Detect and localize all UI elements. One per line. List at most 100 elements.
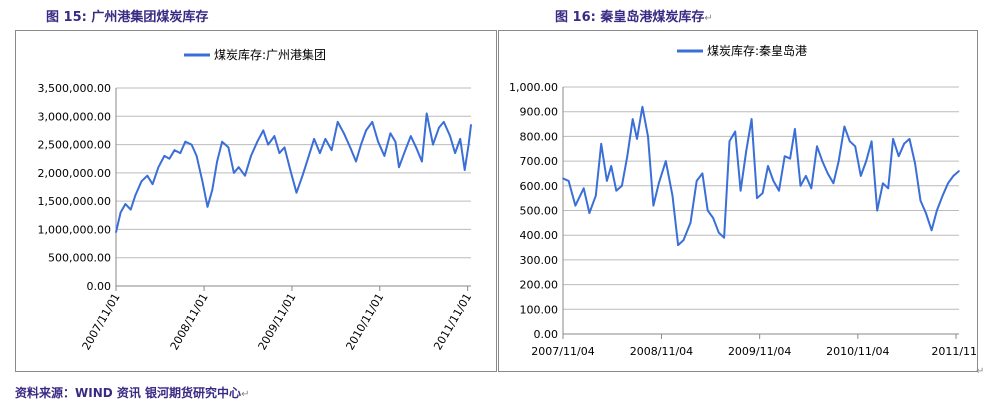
y-tick-label: 400.00 [520,229,559,242]
x-tick-label: 2011/11/01 [431,291,474,352]
data-point [682,239,685,241]
data-point [173,149,176,152]
data-point [278,152,281,154]
data-point [467,143,470,146]
data-point [930,229,933,232]
data-point [652,204,655,207]
data-point [756,197,758,199]
data-point [848,140,851,143]
data-point [606,180,608,182]
data-point [295,191,298,194]
data-point [157,166,160,168]
data-point [794,128,796,130]
data-point [647,135,649,138]
data-point [903,143,905,145]
data-point [140,180,143,183]
data-point [179,152,182,154]
data-point [767,165,769,167]
x-tick-label: 2010/11/01 [343,291,386,352]
data-point [805,175,807,177]
data-point [470,123,472,126]
data-point [876,209,879,212]
data-point [595,194,597,197]
data-point [562,177,564,180]
data-point [712,217,714,219]
x-tick-label: 2011/11/ [931,345,977,358]
data-point [398,166,400,168]
data-point [394,140,397,143]
data-point [826,172,829,175]
y-tick-label: 300.00 [520,254,559,267]
data-point [745,150,748,153]
data-point [415,146,417,149]
data-point [195,155,198,157]
data-point [739,189,742,192]
data-point [463,169,466,171]
data-point [567,180,570,182]
data-point [124,203,127,205]
data-point [454,152,456,154]
data-point [919,199,922,202]
y-tick-label: 0.00 [87,280,112,293]
source-text: 资料来源：WIND 资讯 银河期货研究中心 [15,386,242,400]
figure-15-caption: 图 15: 广州港集团煤炭库存 [46,10,209,25]
data-point [459,138,461,140]
data-point [914,162,916,165]
data-point [206,206,209,208]
data-point [377,140,379,143]
end-mark-icon: ↵ [976,366,985,377]
y-tick-label: 500.00 [520,205,559,218]
y-tick-label: 800.00 [520,130,559,143]
series-line [115,112,472,233]
data-point [626,155,629,157]
data-point [404,149,407,152]
data-point [383,155,386,157]
data-point [211,189,214,191]
source-note: 资料来源：WIND 资讯 银河期货研究中心↵ [15,384,249,401]
data-point [947,182,949,185]
data-point [115,231,117,234]
y-tick-label: 0.00 [534,328,559,341]
figure-16-caption-text: 图 16: 秦皇岛港煤炭库存 [555,10,705,25]
data-point [887,187,890,190]
data-point [307,155,310,157]
y-tick-label: 600.00 [520,180,559,193]
data-point [843,125,846,128]
chart-panel-qinhuangdao: 0.00 100.00 200.00 300.00 400.00 500.00 600.00… [498,30,981,372]
data-point [664,160,667,162]
data-point [860,175,862,177]
data-point [728,140,731,143]
y-tick-label: 2,500,000.00 [38,139,111,152]
data-point [301,174,304,177]
x-tick-label: 2008/11/04 [630,345,693,358]
x-tick-label: 2009/11/04 [728,345,791,358]
data-point [273,135,276,137]
data-point [582,187,585,190]
data-point [343,132,345,135]
data-point [799,185,802,187]
data-point [854,145,856,148]
data-point [233,172,235,174]
data-point [389,132,392,135]
data-point [882,182,884,185]
data-point [925,212,927,214]
data-point [319,152,321,154]
data-point [936,209,938,212]
data-point [267,143,269,146]
data-point [184,140,187,143]
data-point [244,174,246,177]
y-tick-label: 700.00 [520,155,559,168]
data-point [360,143,362,146]
data-point [600,143,603,145]
data-point [631,118,634,120]
data-point [761,192,764,195]
data-point [283,146,286,149]
chart-panel-guangzhou: 0.00 500,000.00 1,000,000.00 1,500,000.00 2,… [15,30,497,372]
data-point [425,112,428,115]
y-tick-label: 900.00 [520,106,559,119]
data-point [190,143,193,146]
data-point [410,135,412,137]
data-point [221,140,223,143]
data-point [723,236,725,239]
guangzhou-coal-inventory-chart: 0.00 500,000.00 1,000,000.00 1,500,000.00 2,… [38,47,475,352]
